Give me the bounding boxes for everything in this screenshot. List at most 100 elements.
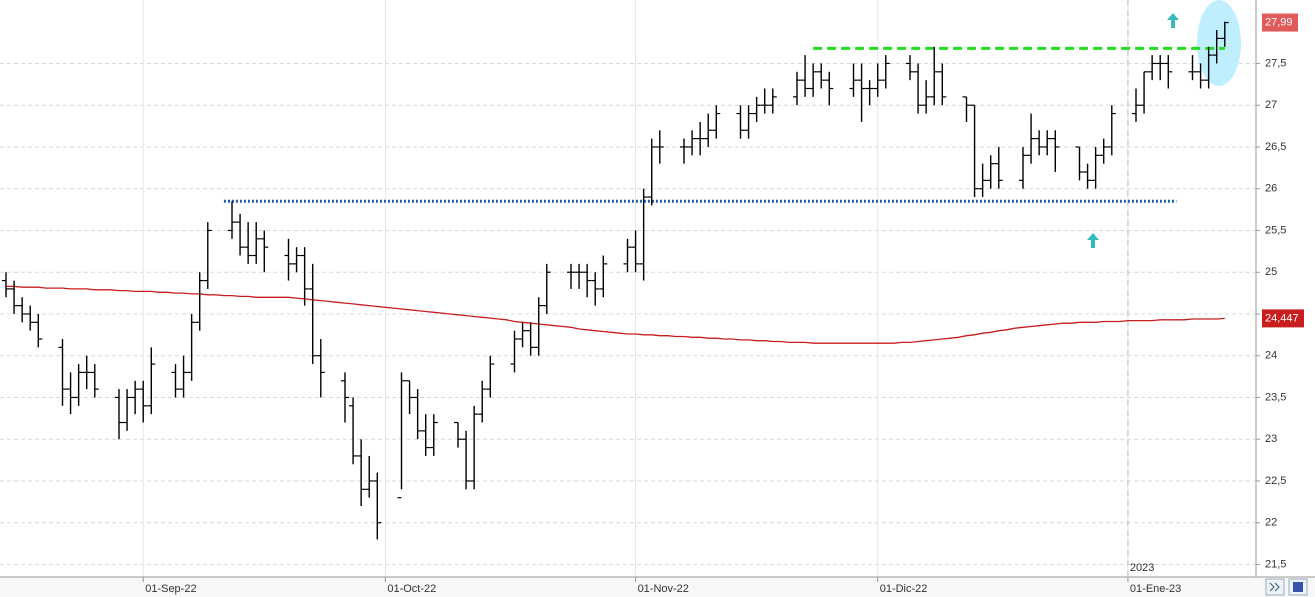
ohlc-bar: [906, 55, 914, 81]
ohlc-bar: [284, 238, 293, 281]
ohlc-bar: [34, 313, 43, 348]
scroll-button[interactable]: [1265, 578, 1285, 596]
ohlc-bar: [123, 389, 132, 431]
ohlc-bar: [244, 222, 253, 264]
ohlc-bar: [1220, 21, 1229, 47]
ohlc-bar: [922, 80, 931, 114]
ohlc-bar: [66, 372, 75, 415]
ohlc-bar: [1204, 46, 1213, 89]
ohlc-bar: [90, 364, 99, 398]
moving-average-line: [6, 285, 1225, 344]
ohlc-bar: [825, 71, 834, 106]
ohlc-bar: [413, 389, 422, 440]
ohlc-bar: [962, 96, 971, 122]
ohlc-bar: [139, 380, 148, 423]
y-tick-label: 27,5: [1265, 57, 1286, 69]
ohlc-bar: [187, 313, 196, 381]
ohlc-bar: [429, 414, 438, 456]
ohlc-bar: [365, 455, 374, 498]
highlight-ellipse: [1197, 0, 1241, 86]
ohlc-bar: [1043, 130, 1052, 156]
ohlc-bar: [1140, 71, 1149, 114]
ohlc-bar: [1051, 130, 1060, 173]
ohlc-bar: [801, 55, 810, 97]
ohlc-bar: [542, 263, 551, 314]
ohlc-bar: [300, 247, 309, 306]
plot-background: [0, 0, 1255, 577]
y-tick-label: 22,5: [1265, 475, 1286, 487]
ohlc-bar: [518, 322, 527, 348]
price-badge: [1262, 13, 1298, 32]
ohlc-bar: [1075, 146, 1084, 181]
ohlc-bar: [1164, 55, 1173, 89]
ohlc-bar: [688, 130, 697, 156]
ohlc-bar: [938, 63, 947, 106]
ohlc-bar: [74, 364, 83, 406]
ohlc-bar: [1212, 30, 1221, 64]
ohlc-bar: [1083, 163, 1092, 189]
y-tick-label: 26,5: [1265, 141, 1286, 153]
ohlc-bar: [349, 397, 358, 465]
ohlc-bar: [292, 247, 301, 273]
ohlc-bar: [793, 71, 801, 106]
ohlc-bar: [534, 297, 543, 356]
ohlc-bar: [470, 405, 479, 490]
ohlc-bar: [873, 63, 882, 97]
ohlc-bar: [599, 255, 608, 298]
ohlc-bar: [308, 263, 317, 365]
ohlc-bar: [986, 155, 995, 189]
ohlc-bar: [131, 380, 140, 415]
ohlc-bar: [252, 222, 261, 264]
ohlc-bar: [397, 372, 406, 499]
ohlc-bar: [768, 88, 777, 114]
ohlc-bar: [58, 339, 67, 406]
ohlc-bar: [1107, 105, 1116, 156]
ohlc-bar: [179, 355, 188, 398]
ohlc-bar: [994, 146, 1003, 189]
ohlc-bar: [1091, 146, 1100, 189]
ohlc-bar: [583, 263, 592, 298]
ohlc-bar: [736, 105, 745, 139]
save-icon: [1293, 582, 1303, 592]
ohlc-bar: [744, 105, 753, 139]
ohlc-bar: [623, 238, 632, 273]
ohlc-bar: [260, 230, 269, 273]
ohlc-bar: [462, 430, 471, 490]
ohlc-bar: [1132, 88, 1140, 122]
x-axis-band: [0, 577, 1315, 597]
ohlc-bar: [18, 297, 27, 323]
ohlc-bar: [865, 80, 874, 106]
ohlc-bar: [341, 372, 349, 423]
ohlc-bar: [809, 63, 818, 97]
x-tick-label: 01-Oct-22: [387, 583, 436, 595]
ohlc-bar: [2, 272, 10, 298]
ohlc-bar: [639, 188, 648, 281]
y-tick-label: 26: [1265, 183, 1277, 195]
ohlc-bar: [82, 355, 91, 390]
arrow-up: [1087, 233, 1099, 248]
ohlc-bar: [236, 213, 245, 256]
ohlc-bar: [712, 105, 721, 139]
ohlc-bar: [857, 63, 866, 122]
ohlc-bar: [631, 230, 640, 273]
y-tick-label: 22: [1265, 517, 1277, 529]
y-tick-label: 21,5: [1265, 558, 1286, 570]
ohlc-bar: [704, 113, 713, 147]
ohlc-bar: [680, 138, 688, 164]
price-badge-label: 27,99: [1265, 16, 1293, 28]
ohlc-bar: [575, 263, 584, 289]
ohlc-bar: [405, 380, 414, 415]
ohlc-bar: [478, 380, 487, 423]
scroll-icon: [1269, 582, 1280, 592]
ohlc-bar: [881, 55, 890, 89]
ohlc-bar: [696, 121, 705, 156]
ohlc-bar: [195, 272, 204, 331]
ohlc-bar: [147, 347, 156, 415]
ohlc-bar: [357, 439, 366, 507]
ohlc-bar: [486, 355, 495, 398]
ohlc-bar: [930, 46, 939, 106]
ohlc-bar: [10, 280, 19, 314]
ohlc-bar: [1188, 55, 1197, 81]
x-tick-label: 01-Ene-23: [1130, 583, 1181, 595]
